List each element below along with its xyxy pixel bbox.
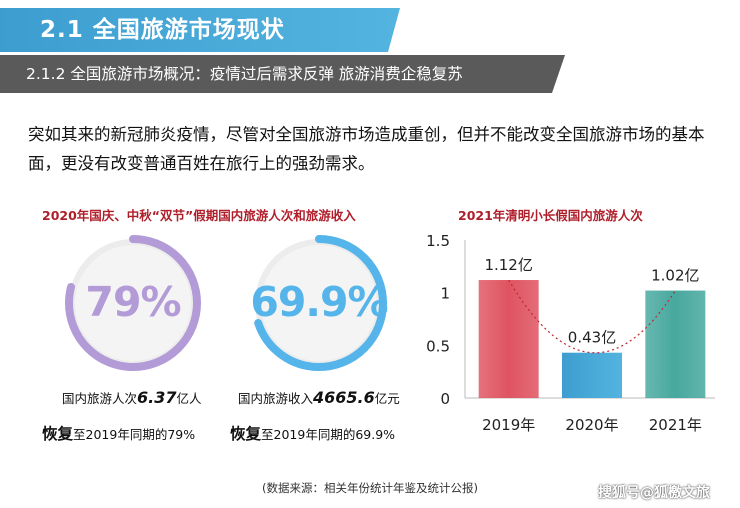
bar: [478, 280, 539, 398]
recover-visitors-bold: 恢复: [42, 425, 74, 443]
recover-revenue: 恢复至2019年同期的69.9%: [230, 422, 395, 444]
ring-progress-revenue: [251, 235, 387, 371]
percent-revenue: 69.9%: [250, 278, 388, 326]
left-panel-title: 2020年国庆、中秋“双节”假期国内旅游人次和旅游收入: [42, 208, 356, 223]
intro-paragraph: 突如其来的新冠肺炎疫情，尽管对全国旅游市场造成重创，但并不能改变全国旅游市场的基…: [28, 125, 705, 173]
stat-revenue-label: 国内旅游收入: [238, 391, 314, 406]
stat-revenue: 国内旅游收入4665.6亿元: [238, 388, 400, 407]
percent-visitors: 79%: [85, 278, 181, 326]
section-banner: [0, 8, 400, 52]
ring-progress-visitors: [65, 235, 201, 371]
stat-visitors-unit: 亿人: [176, 391, 202, 406]
x-tick-label: 2020年: [565, 416, 618, 434]
y-tick-label: 1.5: [426, 232, 450, 250]
bar-chart-title: 2021年清明小长假国内旅游人次: [458, 208, 643, 223]
bar-data-label: 0.43亿: [568, 329, 616, 347]
recover-revenue-text: 至2019年同期的69.9%: [261, 427, 396, 442]
y-tick-label: 0: [440, 390, 450, 408]
y-tick-label: 0.5: [426, 337, 450, 355]
x-tick-label: 2019年: [482, 416, 535, 434]
section-title: 2.1 全国旅游市场现状: [40, 17, 285, 43]
x-tick-label: 2021年: [649, 416, 702, 434]
source-note: (数据来源：相关年份统计年鉴及统计公报): [262, 481, 478, 495]
stat-revenue-value: 4665.6: [313, 388, 375, 407]
bar: [562, 352, 622, 398]
recover-visitors-text: 至2019年同期的79%: [73, 427, 196, 442]
stat-visitors: 国内旅游人次6.37亿人: [62, 388, 202, 407]
watermark: 搜狐号@狐檄文旅: [598, 485, 710, 501]
ring-chart-visitors: [65, 235, 201, 371]
bar-data-label: 1.12亿: [484, 256, 532, 274]
stat-visitors-label: 国内旅游人次: [62, 391, 138, 406]
recover-revenue-bold: 恢复: [230, 425, 262, 443]
bar: [645, 290, 706, 398]
recover-visitors: 恢复至2019年同期的79%: [42, 422, 195, 444]
stat-visitors-value: 6.37: [137, 388, 177, 407]
bar-data-label: 1.02亿: [651, 267, 699, 285]
subtitle-bar: [0, 55, 565, 93]
stat-revenue-unit: 亿元: [374, 391, 400, 406]
section-subtitle: 2.1.2 全国旅游市场概况：疫情过后需求反弹 旅游消费企稳复苏: [26, 65, 463, 83]
ring-chart-revenue: [251, 235, 387, 371]
bar-chart: 0 0.5 1 1.5 1.12亿 2019年 0.43亿 2020年 1.02亿 2021年: [426, 232, 715, 434]
y-tick-label: 1: [440, 285, 450, 303]
